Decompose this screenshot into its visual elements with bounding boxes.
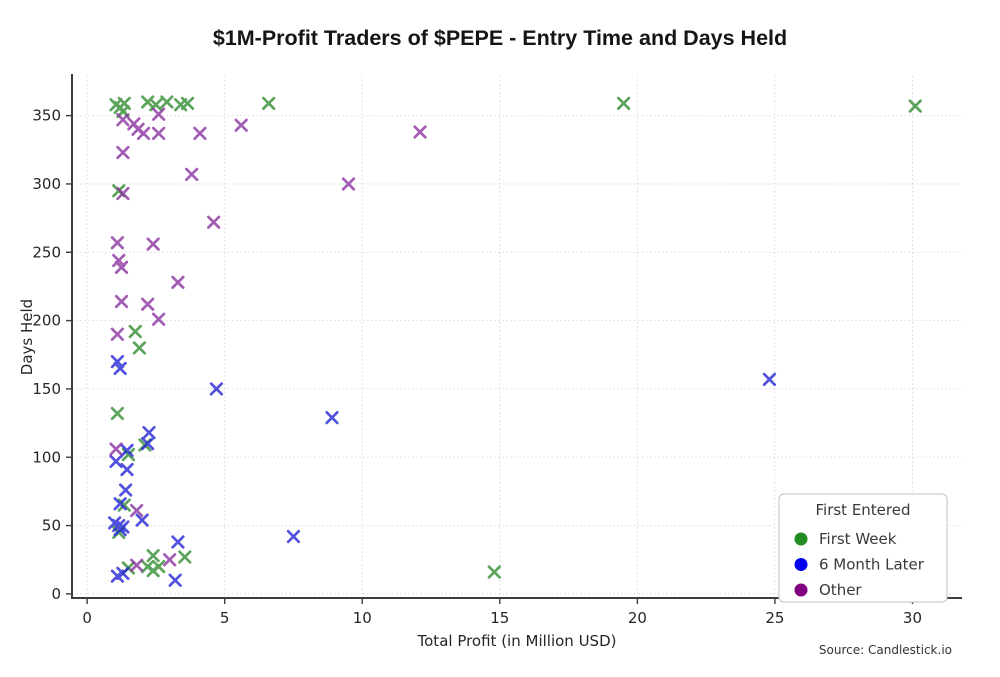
y-tick-label: 200 xyxy=(32,312,61,330)
data-point xyxy=(116,113,130,127)
data-point xyxy=(130,503,144,518)
data-point xyxy=(152,126,166,141)
y-tick-label: 50 xyxy=(42,517,61,535)
data-point xyxy=(341,177,356,191)
data-point xyxy=(112,253,126,268)
axis-ticks xyxy=(66,114,914,604)
data-point xyxy=(141,436,155,451)
data-point xyxy=(116,186,130,201)
y-tick-label: 250 xyxy=(32,243,61,261)
data-point xyxy=(234,118,248,132)
data-point xyxy=(160,95,174,109)
data-point xyxy=(325,410,339,425)
data-point xyxy=(113,523,127,537)
x-axis-label: Total Profit (in Million USD) xyxy=(417,632,617,650)
y-tick-label: 350 xyxy=(32,107,61,125)
legend-label: 6 Month Later xyxy=(819,556,925,574)
data-point xyxy=(130,558,144,572)
data-point xyxy=(120,443,134,458)
data-point xyxy=(146,564,160,578)
y-tick-label: 300 xyxy=(32,175,61,193)
data-point xyxy=(616,96,631,110)
x-tick-label: 0 xyxy=(82,609,92,627)
legend: First Entered First Week 6 Month Later Othe… xyxy=(778,493,948,603)
data-point xyxy=(185,167,199,182)
data-point xyxy=(141,297,155,311)
y-tick-label: 150 xyxy=(32,380,61,398)
data-point xyxy=(168,573,182,587)
data-point xyxy=(286,529,301,544)
data-point xyxy=(146,237,160,251)
data-point xyxy=(110,406,125,421)
chart-title: $1M-Profit Traders of $PEPE - Entry Time… xyxy=(212,26,788,50)
data-point xyxy=(152,107,166,121)
data-point xyxy=(152,312,166,326)
legend-label: Other xyxy=(819,581,862,599)
data-point xyxy=(109,454,123,469)
y-tick-label: 100 xyxy=(32,448,61,466)
gridlines xyxy=(72,76,962,598)
legend-title: First Entered xyxy=(815,501,910,519)
data-point xyxy=(171,275,185,289)
x-tick-label: 20 xyxy=(628,609,647,627)
data-point xyxy=(110,236,125,250)
legend-swatch-other xyxy=(794,583,808,597)
data-point xyxy=(762,372,777,387)
data-point xyxy=(908,99,922,113)
data-point xyxy=(193,126,207,141)
data-point xyxy=(207,215,221,229)
x-tick-label: 10 xyxy=(353,609,372,627)
data-point xyxy=(114,294,129,309)
legend-swatch-first-week xyxy=(794,532,808,546)
data-point xyxy=(118,483,133,497)
data-point xyxy=(110,327,125,341)
x-tick-label: 25 xyxy=(765,609,784,627)
data-point xyxy=(113,361,127,376)
data-point xyxy=(110,354,125,369)
data-point xyxy=(180,96,195,110)
data-point xyxy=(136,126,151,141)
data-point xyxy=(128,324,142,339)
series-6-month-later xyxy=(107,354,777,587)
data-point xyxy=(120,462,134,477)
data-point xyxy=(413,125,427,139)
data-point xyxy=(487,565,501,579)
data-point xyxy=(171,535,185,549)
series-other xyxy=(109,107,427,572)
data-point xyxy=(132,341,147,355)
x-tick-label: 30 xyxy=(903,609,922,627)
data-point xyxy=(113,497,127,511)
legend-swatch-6-month-later xyxy=(794,558,808,571)
data-point xyxy=(109,442,123,456)
legend-label: First Week xyxy=(819,530,897,548)
data-point xyxy=(114,260,129,274)
data-point xyxy=(116,145,130,160)
data-point xyxy=(178,550,192,564)
data-point xyxy=(209,382,224,396)
data-point xyxy=(262,96,276,110)
data-point xyxy=(163,553,177,567)
data-point xyxy=(146,548,160,563)
y-tick-label: 0 xyxy=(51,585,61,603)
data-point xyxy=(135,513,149,527)
data-point xyxy=(110,569,125,583)
source-note: Source: Candlestick.io xyxy=(818,643,952,657)
legend-box xyxy=(778,493,948,603)
x-tick-label: 5 xyxy=(220,609,230,627)
data-point xyxy=(142,426,156,440)
x-tick-label: 15 xyxy=(490,609,509,627)
